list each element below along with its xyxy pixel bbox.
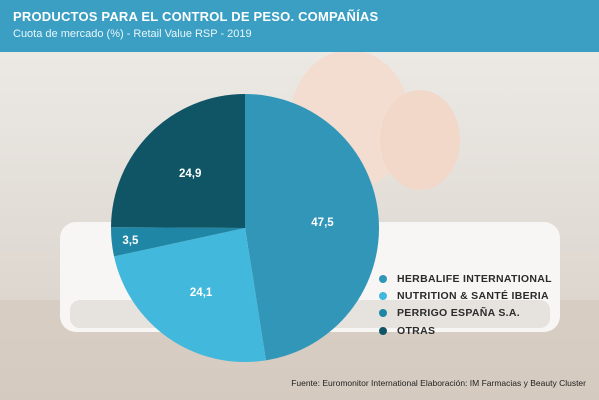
legend-item: NUTRITION & SANTÉ IBERIA bbox=[379, 287, 589, 304]
chart-title: PRODUCTOS PARA EL CONTROL DE PESO. COMPA… bbox=[13, 9, 379, 24]
legend-marker bbox=[379, 309, 387, 318]
legend-item: PERRIGO ESPAÑA S.A. bbox=[379, 305, 589, 322]
source-note: Fuente: Euromonitor International Elabor… bbox=[291, 378, 586, 388]
legend-label: NUTRITION & SANTÉ IBERIA bbox=[397, 289, 549, 302]
legend-label: PERRIGO ESPAÑA S.A. bbox=[397, 307, 520, 320]
pie-slice-2 bbox=[114, 228, 266, 362]
legend-item: OTRAS bbox=[379, 322, 589, 339]
chart-header: PRODUCTOS PARA EL CONTROL DE PESO. COMPA… bbox=[0, 0, 599, 52]
pie-chart: 47,5 24,1 3,5 24,9 bbox=[111, 94, 379, 362]
pie-slice-3 bbox=[111, 227, 245, 257]
chart-legend: HERBALIFE INTERNATIONAL NUTRITION & SANTÉ… bbox=[379, 270, 589, 339]
legend-marker bbox=[379, 274, 387, 283]
chart-subtitle: Cuota de mercado (%) - Retail Value RSP … bbox=[13, 28, 252, 40]
pie-value-label-3: 3,5 bbox=[122, 235, 139, 247]
pie-value-label-2: 24,1 bbox=[190, 287, 213, 299]
legend-marker bbox=[379, 291, 387, 300]
legend-label: HERBALIFE INTERNATIONAL bbox=[397, 272, 552, 285]
pie-slice-4 bbox=[111, 94, 245, 228]
legend-label: OTRAS bbox=[397, 324, 436, 337]
legend-item: HERBALIFE INTERNATIONAL bbox=[379, 270, 589, 287]
pie-value-label-4: 24,9 bbox=[179, 168, 201, 180]
legend-marker bbox=[379, 326, 387, 335]
pie-value-label-1: 47,5 bbox=[311, 217, 334, 229]
pie-slice-1 bbox=[245, 94, 379, 361]
